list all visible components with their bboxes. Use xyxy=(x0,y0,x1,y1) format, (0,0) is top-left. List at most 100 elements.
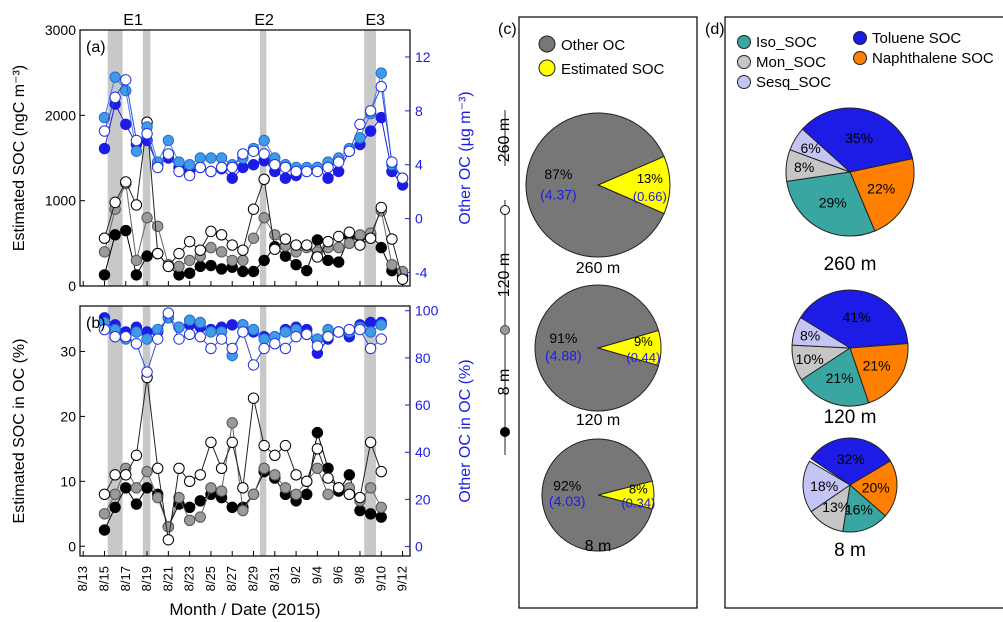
plot-frame xyxy=(79,29,411,287)
data-point xyxy=(279,250,292,262)
slice-label: 32% xyxy=(837,451,865,467)
slice-label: 18% xyxy=(810,478,838,494)
data-point xyxy=(332,256,345,268)
legend-swatch xyxy=(853,51,867,65)
slice-value: (0.44) xyxy=(626,350,660,365)
y2-tick-label: 20 xyxy=(415,491,431,507)
data-point xyxy=(130,134,143,147)
data-point xyxy=(173,247,185,260)
panel-b: 0 10 20 30 0 20 40 60 80 100 8/13 8/15 8/17 8/19 8/21 8… xyxy=(11,303,474,592)
pie-slice xyxy=(525,112,665,258)
y-tick-label: 0 xyxy=(68,538,76,554)
data-point xyxy=(226,436,238,449)
data-point xyxy=(226,239,238,251)
data-point xyxy=(237,482,249,494)
x-tick-label: 8/13 xyxy=(75,566,90,591)
legend-swatch xyxy=(538,35,556,53)
pie-label: 8 m xyxy=(585,538,612,555)
data-point xyxy=(258,173,270,186)
event-band xyxy=(259,306,267,556)
data-point xyxy=(173,260,185,273)
y-axis-label: Estimated SOC in OC (%) xyxy=(11,339,28,524)
data-point xyxy=(215,246,228,258)
pie-slice xyxy=(849,343,909,404)
slice-label: 29% xyxy=(819,195,847,211)
y2-tick-label: 60 xyxy=(415,397,431,413)
data-point xyxy=(98,508,111,520)
data-point xyxy=(205,241,217,254)
data-point xyxy=(290,469,302,481)
data-point xyxy=(343,145,356,157)
data-point xyxy=(343,469,356,481)
pie-slice xyxy=(801,107,914,173)
panel-d: (d) Iso_SOC Toluene SOC Mon_SOC Naphthalene … xyxy=(705,16,1003,609)
panel-label: (d) xyxy=(705,21,725,38)
data-point xyxy=(375,80,387,93)
data-point xyxy=(396,172,409,184)
x-tick-label: 8/15 xyxy=(96,566,111,591)
data-point xyxy=(247,488,260,501)
data-point xyxy=(386,258,398,271)
x-tick-label: 8/29 xyxy=(246,566,261,591)
data-point xyxy=(162,134,175,147)
data-point xyxy=(301,475,313,488)
data-point xyxy=(279,233,292,245)
y2-tick-label: -4 xyxy=(415,265,428,281)
data-point xyxy=(109,330,121,343)
slice-percent: 92% xyxy=(553,478,581,494)
data-point xyxy=(290,330,302,343)
data-point xyxy=(237,161,249,174)
x-tick-label: 8/19 xyxy=(139,566,154,591)
data-point xyxy=(183,328,196,341)
y-tick-label: 10 xyxy=(60,473,76,489)
pie-label: 120 m xyxy=(824,407,877,428)
x-tick-label: 9/10 xyxy=(373,566,388,591)
pie-slice xyxy=(802,460,851,513)
marker-black xyxy=(500,427,510,437)
y2-tick-label: 80 xyxy=(415,350,431,366)
data-point xyxy=(226,501,238,513)
data-point xyxy=(279,326,292,338)
data-point xyxy=(98,142,111,155)
data-point xyxy=(322,161,334,174)
y-tick-label: 1000 xyxy=(45,193,76,209)
data-point xyxy=(322,235,334,248)
data-point xyxy=(194,244,206,256)
y2-tick-label: 8 xyxy=(415,103,423,119)
data-point xyxy=(130,338,143,350)
pie-slice xyxy=(789,128,851,173)
x-tick-label: 9/8 xyxy=(352,566,367,584)
data-point xyxy=(130,482,143,494)
height-label: 120 m xyxy=(496,253,513,297)
data-point xyxy=(322,472,334,484)
data-point xyxy=(269,449,281,462)
data-point xyxy=(364,326,377,338)
data-point xyxy=(247,392,260,404)
data-point xyxy=(364,482,377,494)
event-label: E2 xyxy=(254,12,274,29)
slice-value: (4.03) xyxy=(549,493,586,509)
data-point xyxy=(247,359,260,371)
data-point xyxy=(215,462,228,475)
data-point xyxy=(226,319,238,331)
data-point xyxy=(354,491,366,504)
pie-d-260m: 35% 22% 29% 8% 6% 260 m xyxy=(785,107,915,275)
data-point xyxy=(311,165,324,178)
slice-label: 13% xyxy=(822,499,850,515)
pie-label: 260 m xyxy=(824,254,877,275)
data-point xyxy=(205,259,217,272)
slice-label: 10% xyxy=(796,351,824,367)
data-point xyxy=(205,482,217,494)
data-point xyxy=(205,152,217,164)
legend-swatch xyxy=(737,75,751,89)
event-label: E1 xyxy=(123,12,143,29)
data-point xyxy=(109,501,121,513)
data-point xyxy=(279,439,292,452)
data-point xyxy=(311,340,324,352)
data-point xyxy=(98,269,111,281)
pie-d-8m: 32% 20% 16%13% 18% 8 m xyxy=(802,437,898,561)
data-point xyxy=(364,125,377,137)
y2-tick-label: 100 xyxy=(415,303,439,319)
y2-tick-label: 40 xyxy=(415,444,431,460)
slice-label: 6% xyxy=(800,140,820,156)
